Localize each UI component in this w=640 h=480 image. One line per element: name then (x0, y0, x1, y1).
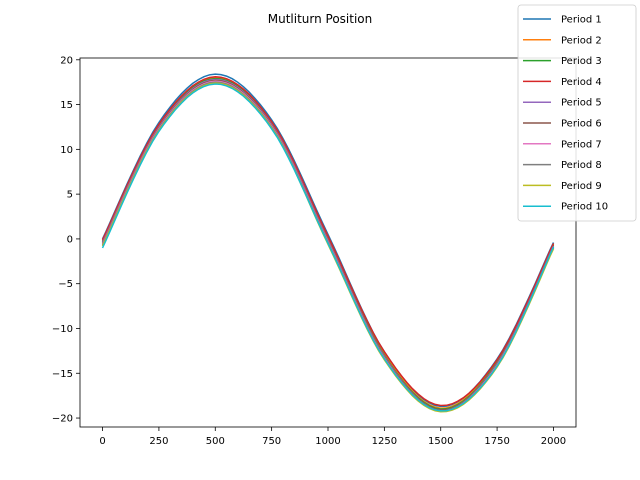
series-line-4 (101, 76, 555, 407)
x-tick-label: 250 (149, 436, 168, 447)
legend-label: Period 8 (561, 160, 602, 171)
series-line-10 (101, 83, 555, 412)
y-tick-label: 20 (60, 55, 73, 66)
legend-label: Period 5 (561, 98, 602, 109)
x-tick-label: 1250 (372, 436, 397, 447)
y-tick-label: 10 (60, 145, 73, 156)
y-tick-label: −20 (52, 414, 73, 425)
series-line-7 (101, 80, 555, 412)
legend-box (517, 4, 637, 222)
legend-label: Period 1 (561, 15, 602, 26)
y-axis-ticks: −20 −15 −10 −5 0 5 10 15 20 (52, 55, 80, 425)
legend-label: Period 10 (561, 202, 608, 213)
x-tick-label: 1500 (428, 436, 453, 447)
y-tick-label: 15 (60, 100, 73, 111)
x-tick-label: 0 (99, 436, 105, 447)
y-tick-label: −15 (52, 369, 73, 380)
legend-label: Period 4 (561, 77, 602, 88)
x-tick-label: 750 (262, 436, 281, 447)
x-tick-label: 1750 (484, 436, 509, 447)
series-line-9 (101, 82, 555, 413)
x-tick-label: 2000 (541, 436, 566, 447)
legend-label: Period 3 (561, 56, 602, 67)
series-lines (101, 73, 555, 413)
x-tick-label: 1000 (315, 436, 340, 447)
y-tick-label: −10 (52, 324, 73, 335)
y-tick-label: −5 (58, 279, 73, 290)
legend-label: Period 9 (561, 181, 602, 192)
legend-label: Period 2 (561, 35, 602, 46)
y-tick-label: 0 (67, 234, 73, 245)
chart-title: Mutliturn Position (268, 12, 373, 26)
x-tick-label: 500 (206, 436, 225, 447)
y-tick-label: 5 (67, 190, 73, 201)
series-line-8 (101, 81, 555, 412)
x-axis-ticks: 0 250 500 750 1000 1250 1500 1750 2000 (99, 427, 566, 447)
legend-label: Period 6 (561, 119, 602, 130)
legend: Period 1 Period 2 Period 3 Period 4 Period 5… (517, 4, 637, 222)
legend-label: Period 7 (561, 139, 602, 150)
